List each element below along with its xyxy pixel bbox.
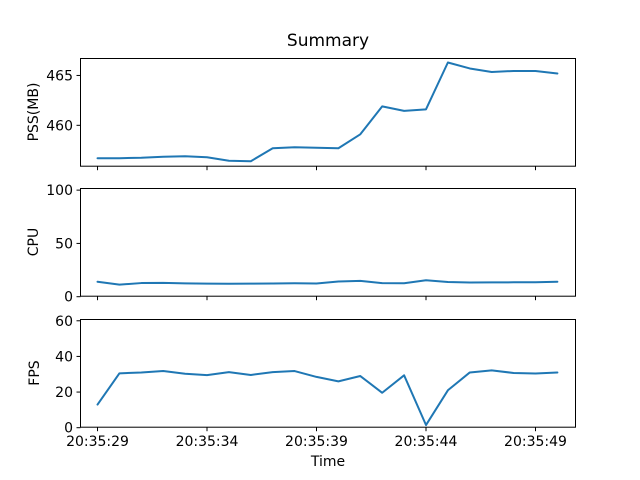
subplot-pss: 460 465 — [46, 57, 576, 170]
ylabel-cpu: CPU — [26, 227, 42, 257]
cpu-line-series — [96, 279, 559, 286]
y-tick-label: 100 — [46, 183, 73, 199]
subplot-fps: 0 20 40 60 20:35:29 20:35:34 20:35:39 20:35:44 2… — [55, 313, 576, 450]
y-tick-label: 0 — [64, 290, 73, 306]
axes-spines — [80, 57, 576, 167]
ylabel-pss: PSS(MB) — [26, 82, 42, 142]
xlabel-time: Time — [310, 454, 346, 470]
pss-plot-area: 460 465 — [46, 57, 576, 170]
fps-plot-area: 0 20 40 60 20:35:29 20:35:34 20:35:39 20:35:44 2… — [55, 313, 576, 450]
fps-line-series — [96, 368, 559, 426]
x-tick-label: 20:35:34 — [176, 434, 239, 450]
y-tick-label: 20 — [55, 385, 73, 401]
x-tick-label: 20:35:44 — [395, 434, 458, 450]
x-tick-label: 20:35:49 — [504, 434, 567, 450]
axes-spines — [80, 318, 576, 428]
y-tick-label: 0 — [64, 420, 73, 436]
ylabel-fps: FPS — [27, 360, 43, 386]
pss-line-series — [96, 61, 559, 162]
subplot-cpu: 0 50 100 — [46, 183, 576, 306]
x-tick-label: 20:35:39 — [285, 434, 348, 450]
cpu-plot-area: 0 50 100 — [46, 183, 576, 306]
axes-spines — [80, 188, 576, 297]
chart-title: Summary — [286, 31, 370, 51]
y-tick-label: 460 — [46, 118, 73, 134]
y-tick-label: 40 — [55, 349, 73, 365]
y-tick-label: 465 — [46, 68, 73, 84]
x-tick-label: 20:35:29 — [66, 434, 129, 450]
y-tick-label: 60 — [55, 313, 73, 329]
y-tick-label: 50 — [55, 237, 73, 253]
